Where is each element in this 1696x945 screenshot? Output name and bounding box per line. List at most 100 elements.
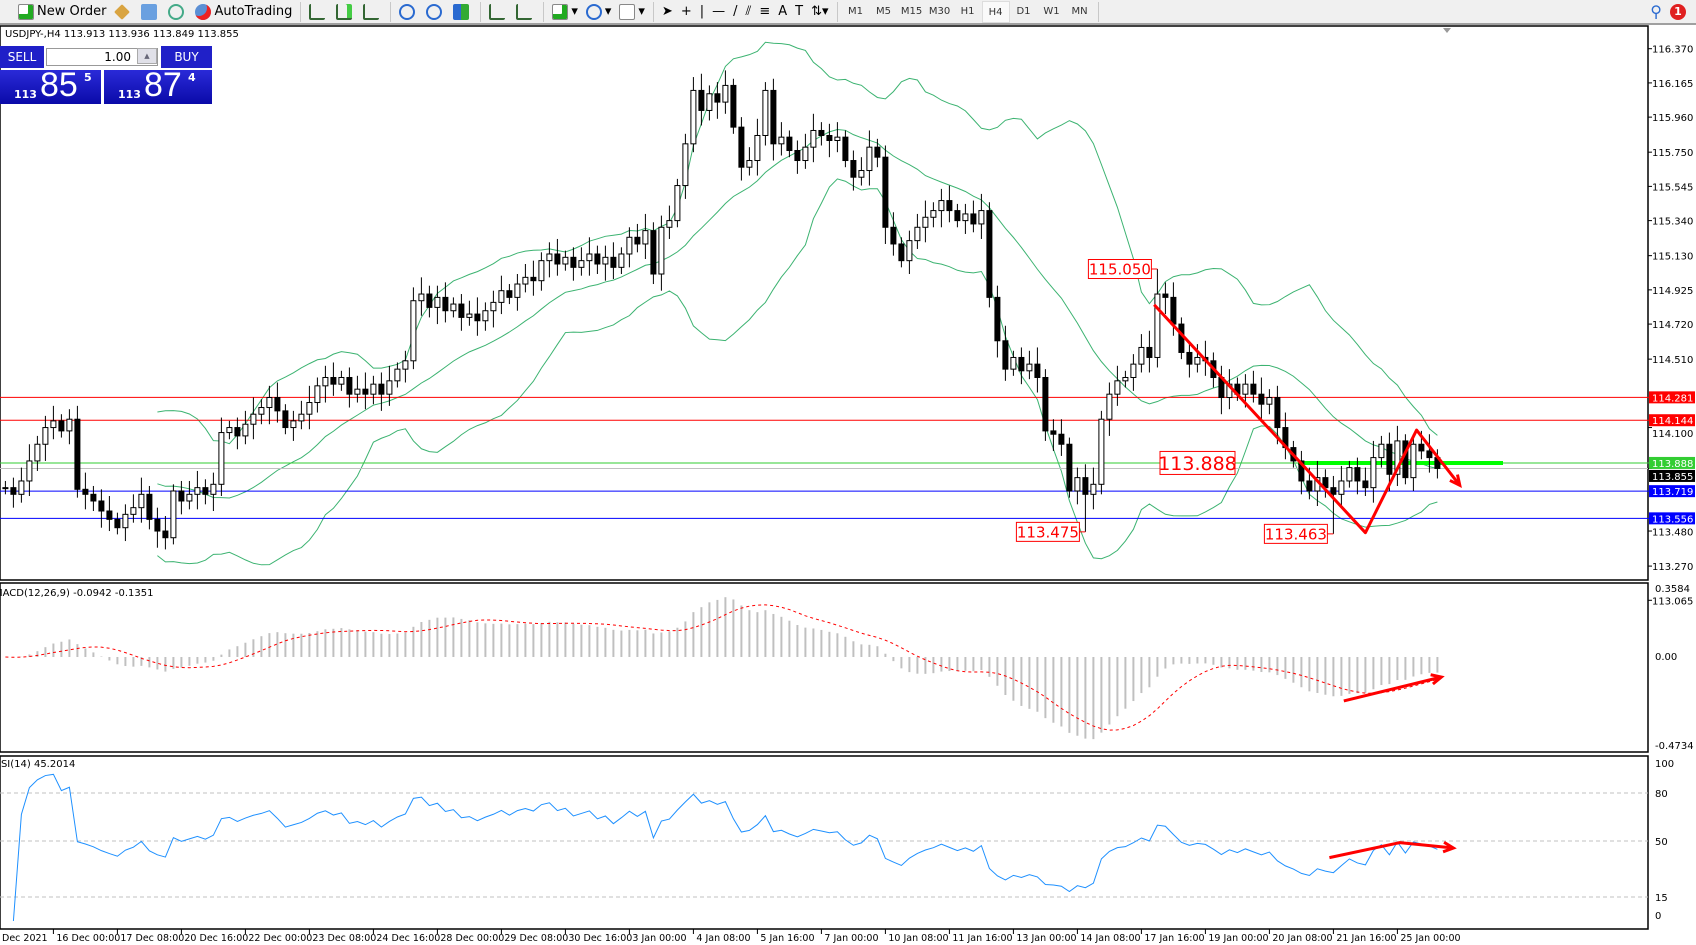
- timeframe-h4[interactable]: H4: [981, 0, 1010, 23]
- bid-price-button[interactable]: 113 85 5: [0, 66, 101, 104]
- bear-candle: [1330, 487, 1337, 495]
- bull-candle: [370, 383, 377, 395]
- bull-candle: [810, 129, 817, 148]
- bull-candle: [562, 256, 569, 265]
- line-chart-button[interactable]: [359, 1, 386, 23]
- sell-button[interactable]: SELL: [0, 46, 44, 68]
- rsi-line: [12, 773, 1438, 922]
- bull-candle: [1378, 443, 1385, 459]
- bear-candle: [1162, 293, 1169, 298]
- bear-candle: [114, 518, 121, 529]
- periods-button[interactable]: ▾: [582, 1, 616, 23]
- rsi-axis-label: 80: [1655, 789, 1668, 800]
- rsi-arrow: [1329, 841, 1454, 860]
- ask-prefix: 113: [118, 88, 141, 101]
- fibonacci-button[interactable]: ≡: [755, 1, 774, 23]
- bull-candle: [626, 236, 633, 255]
- lot-size-input[interactable]: 1.00: [46, 48, 158, 66]
- bear-candle: [1146, 346, 1153, 358]
- bear-candle: [554, 253, 561, 265]
- autotrading-button[interactable]: AutoTrading: [191, 1, 296, 23]
- bear-candle: [274, 397, 281, 412]
- separator: [480, 1, 482, 22]
- price-axis-label: 116.165: [1652, 79, 1693, 90]
- date-axis-label: 16 Dec 00:00: [56, 933, 120, 944]
- signals-button[interactable]: [164, 1, 191, 23]
- hline-price-label: 113.556: [1652, 514, 1693, 525]
- bear-candle: [474, 313, 481, 322]
- tile-windows-button[interactable]: [449, 1, 476, 23]
- ask-sup: 4: [188, 71, 196, 84]
- cursor-button[interactable]: ➤: [658, 1, 677, 23]
- timeframe-m1[interactable]: M1: [848, 5, 864, 17]
- crosshair-button[interactable]: +: [677, 1, 696, 23]
- timeframe-w1[interactable]: W1: [1043, 5, 1060, 17]
- bollinger-lower-band: [157, 178, 1438, 566]
- bull-candle: [618, 253, 625, 268]
- bull-candle: [210, 483, 217, 495]
- text-label-button[interactable]: T: [791, 1, 807, 23]
- timeframe-d1[interactable]: D1: [1016, 5, 1031, 17]
- timeframe-h1[interactable]: H1: [960, 5, 975, 17]
- price-axis-label: 116.370: [1652, 45, 1693, 56]
- autoscroll-button[interactable]: [512, 1, 539, 23]
- new-order-button[interactable]: New Order: [14, 1, 110, 23]
- horizontal-line-button[interactable]: —: [708, 1, 729, 23]
- date-axis-label: Dec 2021: [2, 933, 48, 944]
- bear-candle: [570, 256, 577, 268]
- bear-candle: [530, 276, 537, 282]
- candlestick-button[interactable]: [332, 1, 359, 23]
- search-button[interactable]: ⚲: [1646, 1, 1666, 23]
- navigator-button[interactable]: [137, 1, 164, 23]
- timeframe-m30[interactable]: M30: [928, 5, 951, 17]
- zoom-out-button[interactable]: [422, 1, 449, 23]
- hline-price-label: 113.855: [1652, 472, 1693, 483]
- bull-candle: [1154, 293, 1161, 358]
- bull-candle: [242, 423, 249, 437]
- bear-candle: [1418, 443, 1425, 452]
- vertical-line-button[interactable]: |: [696, 1, 708, 23]
- arrows-button[interactable]: ⇅▾: [807, 1, 832, 23]
- bid-big: 85: [40, 66, 78, 104]
- new-order-icon: [18, 3, 34, 20]
- buy-button[interactable]: BUY: [161, 46, 212, 68]
- bear-candle: [106, 510, 113, 520]
- text-button[interactable]: A: [774, 1, 791, 23]
- price-axis-label: 115.750: [1652, 148, 1693, 159]
- bear-candle: [946, 200, 953, 212]
- bull-candle: [1010, 356, 1017, 370]
- timeframe-m5[interactable]: M5: [876, 5, 892, 17]
- lot-increase-button[interactable]: ▲: [137, 48, 157, 64]
- hline-price-label: 113.719: [1652, 487, 1693, 498]
- bear-candle: [634, 236, 641, 245]
- bear-candle: [714, 93, 721, 103]
- timeframe-mn[interactable]: MN: [1071, 5, 1088, 17]
- bollinger-middle-band: [157, 128, 1438, 499]
- search-icon: ⚲: [1650, 2, 1662, 21]
- indicators-button[interactable]: ▾: [548, 1, 582, 23]
- price-axis-label: 113.065: [1652, 596, 1693, 607]
- text-icon: A: [778, 4, 788, 19]
- channel-button[interactable]: ⫽: [742, 1, 756, 23]
- timeframe-m15[interactable]: M15: [900, 5, 923, 17]
- date-axis-label: 22 Dec 00:00: [248, 933, 312, 944]
- bull-candle: [314, 385, 321, 404]
- bull-candle: [402, 360, 409, 370]
- bear-candle: [1306, 480, 1313, 492]
- hline-price-label: 113.888: [1652, 459, 1693, 470]
- bull-candle: [666, 220, 673, 228]
- templates-button[interactable]: ▾: [615, 1, 649, 23]
- bear-candle: [330, 376, 337, 385]
- notifications-button[interactable]: 1: [1666, 1, 1690, 23]
- indicators-icon: [552, 3, 569, 20]
- bull-candle: [1266, 397, 1273, 405]
- zoom-in-button[interactable]: [395, 1, 422, 23]
- ask-price-button[interactable]: 113 87 4: [104, 66, 212, 104]
- bar-chart-button[interactable]: [305, 1, 332, 23]
- price-label-bg: [1649, 456, 1695, 469]
- trendline-button[interactable]: /: [729, 1, 741, 23]
- bear-candle: [1002, 340, 1009, 370]
- chart-shift-button[interactable]: [485, 1, 512, 23]
- date-axis-label: 17 Dec 08:00: [120, 933, 184, 944]
